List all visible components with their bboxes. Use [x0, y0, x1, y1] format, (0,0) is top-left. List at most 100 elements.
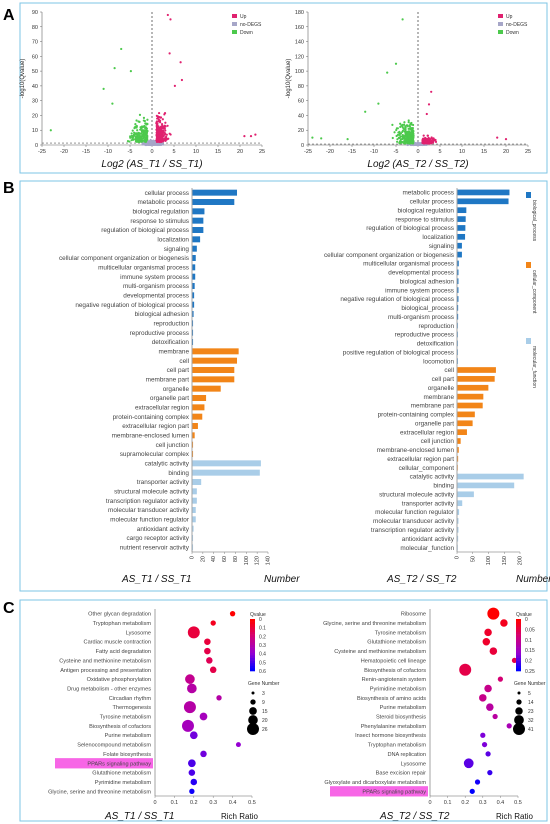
category-label: binding	[433, 483, 454, 490]
category-label: immune system process	[385, 287, 454, 294]
category-label: developmental process	[123, 293, 189, 300]
bar	[457, 500, 463, 507]
size-legend-bubble	[248, 715, 258, 725]
bar	[192, 227, 204, 233]
x-tick-label: -10	[370, 149, 378, 155]
point-down	[138, 120, 141, 123]
point-down	[410, 131, 413, 134]
point-down	[396, 133, 399, 137]
category-label: PPARs signaling pathway	[362, 789, 426, 795]
colorbar-segment	[250, 652, 255, 656]
category-label: Cardiac muscle contraction	[84, 640, 151, 646]
size-legend-label: 32	[528, 718, 534, 724]
legend-label: Down	[506, 30, 519, 36]
category-label: organelle part	[150, 395, 189, 402]
point-up	[159, 133, 162, 136]
bubble	[206, 657, 213, 664]
y-tick-label: 40	[32, 84, 38, 90]
point-down	[142, 129, 145, 132]
point-up	[157, 111, 161, 115]
bar	[192, 255, 196, 261]
point-down	[407, 119, 410, 122]
category-label: transcription regulator activity	[106, 498, 190, 505]
category-label: extracellular region	[400, 429, 454, 436]
category-label: structural molecule activity	[379, 491, 455, 498]
legend-label: cellular_component	[531, 270, 537, 314]
point-down	[131, 136, 135, 139]
size-legend-bubble	[251, 691, 255, 695]
point-down	[143, 125, 146, 128]
point-up	[166, 13, 169, 17]
point-down	[145, 122, 148, 125]
colorbar-segment	[250, 626, 255, 630]
point-nodeg	[161, 142, 164, 145]
category-label: Tyrosine metabolism	[375, 630, 427, 636]
point-up	[431, 141, 435, 144]
category-label: membrane	[423, 394, 454, 401]
category-label: regulation of biological process	[101, 227, 189, 234]
bar	[192, 367, 235, 373]
category-label: detoxification	[417, 341, 455, 348]
point-down	[395, 128, 398, 132]
point-down	[396, 140, 399, 143]
colorbar-segment	[516, 629, 521, 633]
category-label: multicellular organismal process	[363, 261, 454, 268]
bar	[192, 441, 194, 448]
size-legend-bubble	[247, 723, 259, 735]
point-up	[155, 120, 159, 123]
category-label: antioxidant activity	[402, 536, 455, 543]
category-label: transporter activity	[402, 500, 455, 507]
category-label: Steroid biosynthesis	[376, 715, 426, 721]
point-down	[404, 132, 407, 135]
point-up	[160, 123, 164, 126]
y-tick-label: 20	[298, 128, 304, 134]
point-down	[391, 136, 394, 140]
x-tick-label: 25	[525, 149, 531, 155]
point-up	[167, 137, 170, 140]
point-down	[128, 140, 131, 143]
category-label: Lysosome	[126, 630, 151, 636]
bar	[457, 198, 509, 205]
bar	[457, 216, 466, 222]
bar	[192, 217, 204, 224]
point-up	[427, 103, 431, 106]
point-nodeg	[416, 143, 419, 146]
category-label: signaling	[429, 243, 455, 250]
point-down	[136, 137, 139, 140]
legend-label: no-DEGS	[506, 22, 528, 28]
point-nodeg	[152, 143, 155, 146]
category-label: nutrient reservoir activity	[120, 545, 190, 552]
point-up	[160, 126, 163, 130]
x-tick-label: 20	[200, 556, 206, 562]
category-label: organelle	[428, 385, 455, 392]
point-up	[163, 111, 167, 115]
category-label: Biosynthesis of cofactors	[364, 668, 426, 674]
colorbar-tick-label: 0	[525, 617, 528, 623]
bar	[457, 278, 459, 285]
legend-swatch	[498, 22, 503, 26]
bar	[192, 357, 238, 364]
colorbar-segment	[250, 650, 255, 654]
bar	[457, 233, 466, 240]
bubble	[463, 758, 474, 769]
bar	[457, 287, 459, 293]
category-label: cell part	[167, 367, 190, 374]
category-label: detoxification	[152, 339, 190, 346]
colorbar-segment	[250, 645, 255, 648]
point-down	[137, 140, 140, 143]
category-label: organelle	[163, 386, 190, 393]
point-down	[143, 138, 146, 141]
colorbar-segment	[250, 655, 255, 659]
category-label: molecular transducer activity	[108, 507, 190, 514]
x-tick-label: 100	[244, 556, 250, 565]
point-nodeg	[146, 141, 149, 144]
y-tick-label: 70	[32, 40, 38, 46]
bubble	[187, 626, 200, 639]
colorbar-segment	[516, 621, 521, 625]
category-label: extracellular region part	[122, 423, 189, 430]
y-tick-label: 60	[32, 54, 38, 60]
category-label: positive regulation of biological proces…	[343, 349, 454, 356]
x-axis-title: Log2 (AS_T1 / SS_T1)	[101, 159, 202, 170]
point-down	[395, 127, 398, 130]
